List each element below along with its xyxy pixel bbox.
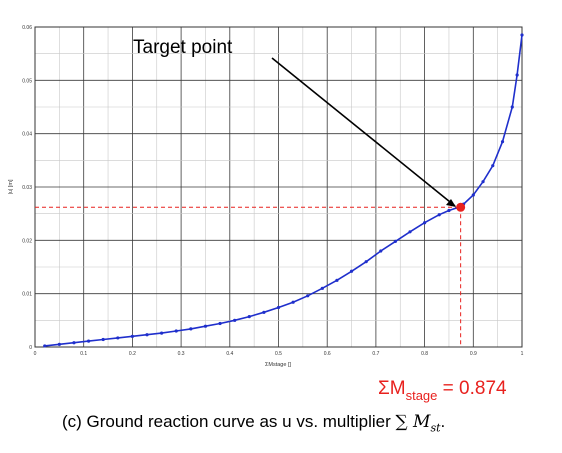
data-point (306, 294, 310, 298)
x-tick-label: 0.2 (129, 351, 136, 357)
data-point (72, 341, 76, 345)
x-tick-label: 0.6 (324, 351, 331, 357)
data-point (218, 321, 222, 326)
y-tick-label: 0.05 (22, 78, 32, 84)
x-axis-label: ΣMstage [] (265, 362, 291, 368)
grid-lines (35, 27, 522, 347)
result-prefix: ΣM (378, 378, 406, 399)
caption-math: ∑ Mst (395, 412, 441, 435)
caption-m: M (407, 412, 431, 432)
y-tick-label: 0.06 (22, 25, 32, 31)
data-point (510, 105, 514, 109)
x-tick-label: 0.5 (275, 351, 282, 357)
data-point (101, 337, 105, 342)
data-point (130, 334, 134, 338)
x-tick-label: 1 (521, 351, 524, 357)
x-tick-label: 0 (34, 351, 37, 357)
result-value: ΣMstage = 0.874 (378, 378, 507, 403)
x-tick-label: 0.1 (80, 351, 87, 357)
data-point (160, 331, 164, 335)
y-tick-label: 0 (29, 345, 32, 351)
x-tick-label: 0.4 (226, 351, 233, 357)
data-point (335, 278, 339, 282)
plot-frame (34, 26, 523, 348)
target-guides (35, 206, 462, 347)
data-point (203, 324, 208, 328)
data-point (116, 336, 120, 340)
arrow-head (446, 199, 456, 207)
x-tick-labels: 0 0.1 0.2 0.3 0.4 0.5 0.6 0.7 0.8 0.9 1 (34, 351, 524, 357)
y-tick-label: 0.03 (22, 185, 32, 191)
data-point (145, 333, 149, 337)
data-point (515, 73, 519, 77)
caption-end: . (440, 412, 446, 431)
data-point (408, 230, 412, 234)
target-point (456, 202, 466, 212)
data-point (471, 193, 475, 197)
x-tick-label: 0.7 (372, 351, 379, 357)
data-point (247, 315, 251, 319)
data-point (43, 344, 47, 348)
ground-reaction-chart: 0 0.1 0.2 0.3 0.4 0.5 0.6 0.7 0.8 0.9 1 00.010.020… (8, 25, 524, 368)
data-point (349, 269, 354, 273)
data-point (379, 249, 383, 253)
y-axis-label: |u| [m] (8, 179, 14, 195)
result-suffix: = 0.874 (437, 378, 507, 399)
annotation-arrow (271, 57, 456, 207)
caption-sigma: ∑ (395, 412, 408, 432)
x-tick-label: 0.3 (178, 351, 185, 357)
annotation-label: Target point (133, 37, 233, 58)
result-subscript: stage (405, 388, 438, 403)
y-tick-label: 0.01 (22, 292, 32, 298)
data-point (276, 305, 281, 310)
data-point (393, 239, 397, 243)
y-tick-label: 0.02 (22, 238, 32, 244)
series-curve (43, 33, 524, 348)
data-point (291, 300, 295, 304)
data-point (262, 310, 266, 314)
data-point (437, 213, 441, 217)
data-point (320, 286, 324, 290)
data-point (174, 329, 178, 333)
data-point (520, 33, 524, 37)
data-point (491, 164, 495, 168)
y-tick-labels: 0 0.01 0.02 0.03 0.04 0.05 0.06 (22, 25, 32, 351)
data-point (189, 327, 193, 331)
data-point (233, 318, 237, 322)
x-tick-label: 0.9 (470, 351, 477, 357)
data-point (364, 260, 368, 264)
data-point (500, 140, 505, 144)
target-marker (456, 202, 466, 212)
caption-text: (c) Ground reaction curve as u vs. multi… (62, 412, 396, 431)
x-tick-label: 0.8 (421, 351, 428, 357)
y-tick-label: 0.04 (22, 132, 32, 138)
caption-subscript: st (430, 421, 441, 435)
figure-caption: (c) Ground reaction curve as u vs. multi… (62, 412, 445, 434)
data-point (423, 221, 427, 225)
data-point (481, 180, 485, 184)
data-point (447, 208, 451, 213)
data-point (57, 342, 61, 346)
data-point (86, 339, 91, 343)
series-line (44, 34, 523, 347)
